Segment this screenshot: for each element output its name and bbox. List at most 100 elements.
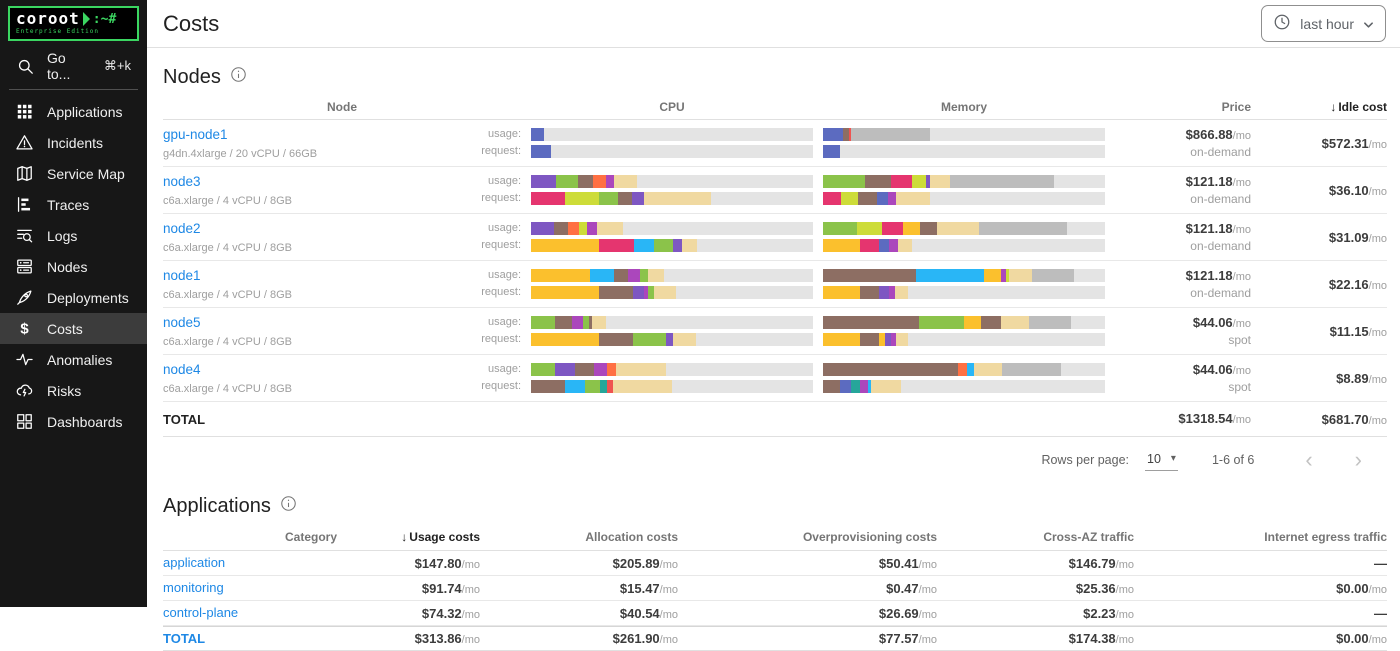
column-header-node[interactable]: Node [327, 100, 357, 114]
cost-value: $26.69 [878, 605, 919, 621]
bar-segment [897, 239, 912, 252]
price-cell: $866.88/mo on-demand [1115, 127, 1251, 159]
column-header-idle-cost[interactable]: ↓ Idle cost [1261, 100, 1387, 114]
node-link[interactable]: node3 [163, 174, 201, 189]
memory-bars [823, 269, 1105, 299]
bar-segment [868, 380, 871, 393]
bar-segment [1009, 269, 1032, 282]
info-icon[interactable] [280, 495, 297, 518]
node-link[interactable]: node4 [163, 362, 201, 377]
cost-unit: /mo [461, 634, 480, 646]
node-cell: node2 c6a.xlarge / 4 vCPU / 8GB [163, 220, 463, 254]
column-header-overprovisioning-costs[interactable]: Overprovisioning costs [802, 530, 937, 544]
price-value: $121.18/mo [1115, 268, 1251, 283]
price-cell: $44.06/mo spot [1115, 315, 1251, 347]
node-link[interactable]: node2 [163, 221, 201, 236]
bar-segment [823, 380, 840, 393]
node-link[interactable]: node5 [163, 315, 201, 330]
sidebar-item-risks[interactable]: Risks [0, 375, 147, 406]
sidebar-item-label: Costs [47, 320, 83, 337]
next-page-button[interactable]: › [1354, 447, 1362, 472]
time-range-button[interactable]: last hour [1261, 5, 1386, 42]
billing-type: spot [1228, 380, 1251, 394]
incidents-icon [15, 133, 34, 152]
sidebar-item-nodes[interactable]: Nodes [0, 251, 147, 282]
cost-value: — [1374, 555, 1387, 571]
cpu-request-bar [531, 239, 813, 252]
node-link[interactable]: node1 [163, 268, 201, 283]
usage-request-labels: usage: request: [473, 175, 521, 205]
billing-type: on-demand [1190, 192, 1251, 206]
memory-usage-bar [823, 128, 1105, 141]
sidebar-item-incidents[interactable]: Incidents [0, 127, 147, 158]
column-header-usage-costs[interactable]: ↓ Usage costs [337, 530, 480, 544]
column-header-allocation-costs[interactable]: Allocation costs [585, 530, 678, 544]
cost-unit: /mo [461, 608, 480, 621]
billing-type: on-demand [1190, 286, 1251, 300]
bar-segment [591, 316, 606, 329]
sidebar: coroot :~# Enterprise Edition Go to... ⌘… [0, 0, 147, 607]
bar-segment [607, 380, 613, 393]
sidebar-item-costs[interactable]: $ Costs [0, 313, 147, 344]
bar-segment [598, 239, 634, 252]
apps-icon [15, 102, 34, 121]
sidebar-item-label: Dashboards [47, 413, 123, 430]
usage-label: usage: [487, 316, 521, 328]
category-link[interactable]: control-plane [163, 605, 239, 620]
cost-cell: $205.89/mo [480, 556, 678, 571]
total-allocation-costs: $261.90/mo [480, 631, 678, 646]
category-link[interactable]: application [163, 555, 226, 570]
bar-segment [564, 380, 585, 393]
column-header-category[interactable]: Category [284, 530, 337, 544]
column-header-cpu[interactable]: CPU [659, 100, 685, 114]
bar-segment [583, 316, 589, 329]
sidebar-item-applications[interactable]: Applications [0, 96, 147, 127]
previous-page-button[interactable]: ‹ [1305, 447, 1313, 472]
sidebar-item-dashboards[interactable]: Dashboards [0, 406, 147, 437]
caret-down-icon: ▾ [1170, 453, 1176, 464]
node-cell: node3 c6a.xlarge / 4 vCPU / 8GB [163, 173, 463, 207]
price-cell: $121.18/mo on-demand [1115, 268, 1251, 300]
rows-per-page-select[interactable]: 10 ▾ [1145, 450, 1178, 471]
sidebar-item-service-map[interactable]: Service Map [0, 158, 147, 189]
bar-segment [890, 333, 897, 346]
memory-usage-bar [823, 222, 1105, 235]
sidebar-item-label: Deployments [47, 289, 129, 306]
column-header-cross-az-traffic[interactable]: Cross-AZ traffic [1043, 530, 1134, 544]
memory-request-bar [823, 192, 1105, 205]
column-header-memory[interactable]: Memory [940, 100, 987, 114]
cost-value: $77.57 [878, 631, 919, 646]
logo-text: coroot [16, 9, 80, 28]
sidebar-item-deployments[interactable]: Deployments [0, 282, 147, 313]
column-header-price[interactable]: Price [1221, 100, 1251, 114]
risks-icon [15, 381, 34, 400]
bar-segment [851, 380, 860, 393]
content: Nodes Node CPU Memory Price ↓ Idle cost g… [147, 48, 1400, 651]
bar-segment [980, 316, 1001, 329]
total-cross-az-traffic: $174.38/mo [937, 631, 1134, 646]
sidebar-item-anomalies[interactable]: Anomalies [0, 344, 147, 375]
bar-segment [567, 222, 579, 235]
category-link[interactable]: monitoring [163, 580, 224, 595]
anomalies-icon [15, 350, 34, 369]
info-icon[interactable] [230, 66, 247, 89]
sidebar-item-traces[interactable]: Traces [0, 189, 147, 220]
page-title: Costs [163, 10, 220, 36]
nodes-section-title: Nodes [163, 66, 1387, 89]
cost-cell: $50.41/mo [678, 556, 937, 571]
bar-segment [681, 239, 698, 252]
bar-segment [841, 192, 859, 205]
cost-cell: $25.36/mo [937, 581, 1134, 596]
usage-label: usage: [487, 128, 521, 140]
memory-bars [823, 175, 1105, 205]
idle-cost-cell: $36.10/mo [1261, 183, 1387, 198]
cost-unit: /mo [918, 558, 937, 571]
sidebar-item-logs[interactable]: Logs [0, 220, 147, 251]
idle-cost-unit: /mo [1368, 326, 1387, 339]
node-link[interactable]: gpu-node1 [163, 127, 228, 142]
goto-search[interactable]: Go to... ⌘+k [0, 45, 147, 87]
coroot-logo[interactable]: coroot :~# Enterprise Edition [0, 0, 147, 45]
column-header-internet-egress-traffic[interactable]: Internet egress traffic [1264, 530, 1387, 544]
memory-request-bar [823, 286, 1105, 299]
bar-segment [823, 222, 857, 235]
